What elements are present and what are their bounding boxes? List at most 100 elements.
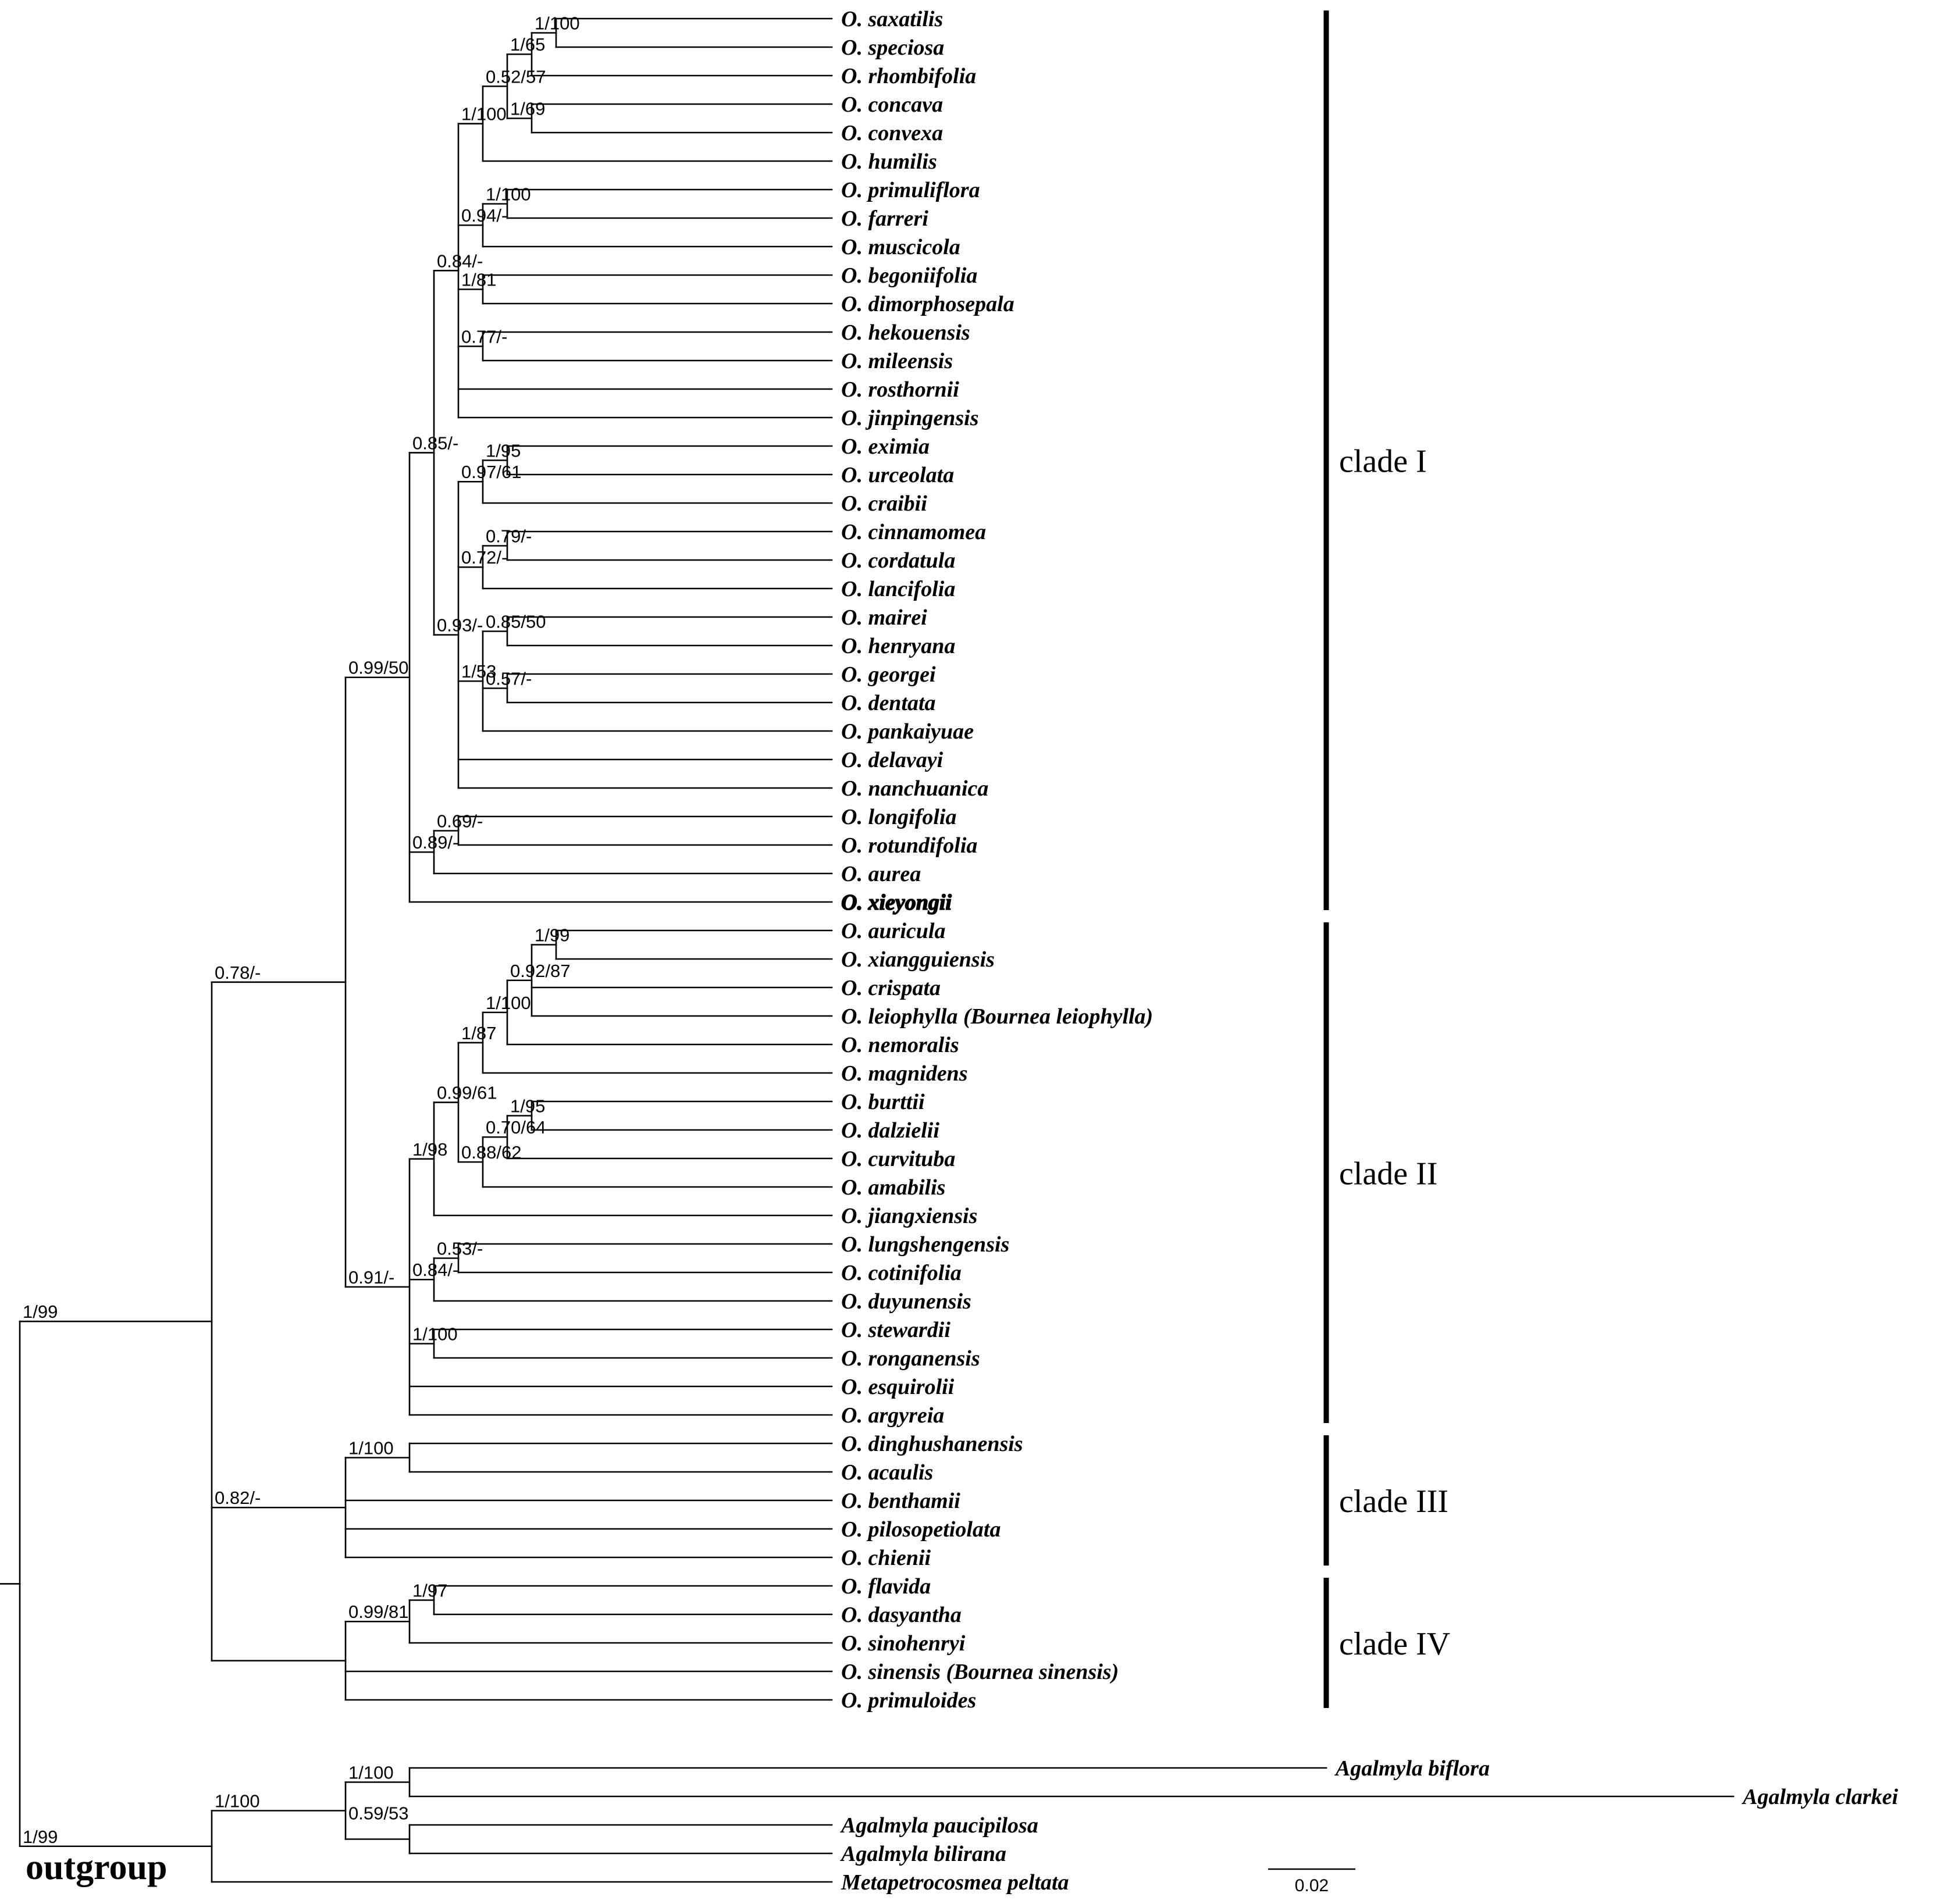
svg-text:1/81: 1/81 (461, 270, 496, 290)
svg-text:0.53/-: 0.53/- (437, 1239, 483, 1259)
svg-text:1/99: 1/99 (23, 1827, 58, 1847)
svg-text:0.93/-: 0.93/- (437, 615, 483, 636)
svg-text:O. sinohenryi: O. sinohenryi (841, 1631, 966, 1656)
svg-text:1/98: 1/98 (412, 1139, 447, 1160)
svg-text:O. speciosa: O. speciosa (841, 35, 944, 60)
svg-text:O. cinnamomea: O. cinnamomea (841, 520, 986, 544)
svg-text:1/100: 1/100 (215, 1791, 260, 1812)
svg-text:1/99: 1/99 (23, 1302, 58, 1322)
svg-text:Agalmyla biflora: Agalmyla biflora (1334, 1756, 1490, 1781)
svg-text:O. longifolia: O. longifolia (841, 805, 956, 829)
svg-text:0.85/50: 0.85/50 (486, 612, 546, 632)
svg-text:O. delavayi: O. delavayi (841, 748, 944, 772)
svg-text:O. acaulis: O. acaulis (841, 1460, 933, 1485)
svg-text:Agalmyla bilirana: Agalmyla bilirana (840, 1842, 1006, 1866)
svg-text:O. georgei: O. georgei (841, 662, 936, 687)
svg-text:O. dasyantha: O. dasyantha (841, 1603, 962, 1627)
svg-text:1/100: 1/100 (486, 993, 531, 1013)
svg-text:O. auricula: O. auricula (841, 919, 945, 943)
svg-text:clade IV: clade IV (1339, 1626, 1450, 1662)
svg-text:O. duyunensis: O. duyunensis (841, 1289, 971, 1314)
svg-text:0.89/-: 0.89/- (412, 832, 458, 853)
svg-text:O. dinghushanensis: O. dinghushanensis (841, 1432, 1023, 1456)
svg-text:0.59/53: 0.59/53 (348, 1803, 408, 1824)
svg-text:0.70/64: 0.70/64 (486, 1117, 546, 1138)
svg-text:0.85/-: 0.85/- (412, 433, 458, 454)
svg-text:O. xieyongii: O. xieyongii (841, 890, 952, 915)
svg-text:0.52/57: 0.52/57 (486, 66, 546, 87)
svg-text:O. pankaiyuae: O. pankaiyuae (841, 719, 974, 744)
svg-text:O. amabilis: O. amabilis (841, 1175, 945, 1200)
svg-text:O. jiangxiensis: O. jiangxiensis (841, 1204, 977, 1228)
svg-text:O. burttii: O. burttii (841, 1090, 925, 1114)
svg-text:O. curvituba: O. curvituba (841, 1147, 955, 1171)
svg-text:0.91/-: 0.91/- (348, 1267, 394, 1288)
svg-text:O. dalzielii: O. dalzielii (841, 1118, 939, 1143)
svg-text:Metapetrocosmea peltata: Metapetrocosmea peltata (841, 1870, 1069, 1895)
svg-text:O. flavida: O. flavida (841, 1574, 931, 1599)
svg-text:0.77/-: 0.77/- (461, 327, 507, 347)
svg-text:Agalmyla paucipilosa: Agalmyla paucipilosa (840, 1813, 1038, 1838)
svg-text:O. begoniifolia: O. begoniifolia (841, 263, 977, 288)
svg-text:0.99/81: 0.99/81 (348, 1602, 408, 1622)
svg-text:1/69: 1/69 (510, 99, 545, 119)
svg-text:O. magnidens: O. magnidens (841, 1061, 967, 1086)
svg-text:O. mairei: O. mairei (841, 605, 927, 630)
svg-text:O. pilosopetiolata: O. pilosopetiolata (841, 1517, 1001, 1542)
svg-text:O. farreri: O. farreri (841, 206, 928, 231)
svg-text:O. rotundifolia: O. rotundifolia (841, 833, 977, 858)
svg-text:clade III: clade III (1339, 1484, 1448, 1520)
svg-text:1/87: 1/87 (461, 1023, 496, 1043)
svg-text:0.88/62: 0.88/62 (461, 1142, 521, 1163)
svg-text:O. concava: O. concava (841, 92, 943, 117)
svg-text:O. henryana: O. henryana (841, 634, 955, 658)
svg-text:O. craibii: O. craibii (841, 491, 927, 516)
svg-text:1/100: 1/100 (535, 13, 580, 34)
svg-text:0.99/61: 0.99/61 (437, 1083, 497, 1103)
svg-text:O. lancifolia: O. lancifolia (841, 577, 955, 601)
svg-text:O. jinpingensis: O. jinpingensis (841, 406, 979, 430)
svg-text:O. primuliflora: O. primuliflora (841, 178, 980, 202)
svg-text:1/97: 1/97 (412, 1581, 447, 1601)
svg-text:1/65: 1/65 (510, 34, 545, 55)
svg-text:O. chienii: O. chienii (841, 1546, 931, 1570)
svg-text:0.99/50: 0.99/50 (348, 658, 408, 678)
svg-text:O. urceolata: O. urceolata (841, 463, 954, 487)
svg-text:O. argyreia: O. argyreia (841, 1403, 944, 1428)
svg-text:1/100: 1/100 (461, 104, 507, 124)
svg-text:O. lungshengensis: O. lungshengensis (841, 1232, 1009, 1257)
svg-text:O. dimorphosepala: O. dimorphosepala (841, 292, 1014, 316)
svg-text:1/100: 1/100 (348, 1438, 394, 1459)
svg-text:0.84/-: 0.84/- (437, 251, 483, 271)
svg-text:1/100: 1/100 (348, 1763, 394, 1783)
svg-text:Agalmyla clarkei: Agalmyla clarkei (1742, 1785, 1898, 1809)
svg-text:1/95: 1/95 (510, 1096, 545, 1117)
svg-text:O. xiangguiensis: O. xiangguiensis (841, 947, 995, 972)
svg-text:O. mileensis: O. mileensis (841, 349, 953, 373)
svg-text:0.92/87: 0.92/87 (510, 961, 570, 981)
svg-text:0.69/-: 0.69/- (437, 811, 483, 832)
svg-text:O. primuloides: O. primuloides (841, 1688, 976, 1713)
svg-text:0.78/-: 0.78/- (215, 962, 261, 983)
svg-text:O. aurea: O. aurea (841, 862, 921, 886)
svg-text:O. nanchuanica: O. nanchuanica (841, 776, 988, 801)
svg-text:O. esquirolii: O. esquirolii (841, 1375, 955, 1399)
svg-text:O. humilis: O. humilis (841, 149, 937, 174)
svg-text:O. hekouensis: O. hekouensis (841, 320, 970, 345)
svg-text:0.72/-: 0.72/- (461, 547, 507, 568)
svg-text:O. rosthornii: O. rosthornii (841, 377, 959, 402)
svg-text:O. nemoralis: O. nemoralis (841, 1033, 959, 1057)
svg-text:outgroup: outgroup (26, 1848, 168, 1887)
svg-text:1/100: 1/100 (412, 1324, 458, 1345)
svg-text:1/99: 1/99 (535, 925, 569, 946)
svg-text:O. rhombifolia: O. rhombifolia (841, 64, 976, 88)
svg-text:clade II: clade II (1339, 1156, 1437, 1192)
svg-text:0.57/-: 0.57/- (486, 669, 532, 689)
svg-text:O. cotinifolia: O. cotinifolia (841, 1261, 962, 1285)
svg-text:O. stewardii: O. stewardii (841, 1318, 950, 1342)
svg-text:O. leiophylla (Bournea leiophy: O. leiophylla (Bournea leiophylla) (841, 1004, 1153, 1029)
svg-text:O. saxatilis: O. saxatilis (841, 7, 943, 31)
svg-text:O. cordatula: O. cordatula (841, 548, 955, 573)
svg-text:O. dentata: O. dentata (841, 691, 936, 715)
svg-text:0.84/-: 0.84/- (412, 1260, 458, 1280)
